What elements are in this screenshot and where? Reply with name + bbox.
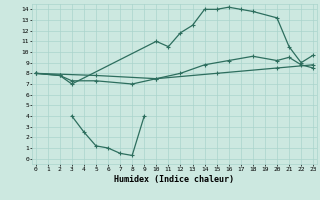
X-axis label: Humidex (Indice chaleur): Humidex (Indice chaleur) — [115, 175, 234, 184]
